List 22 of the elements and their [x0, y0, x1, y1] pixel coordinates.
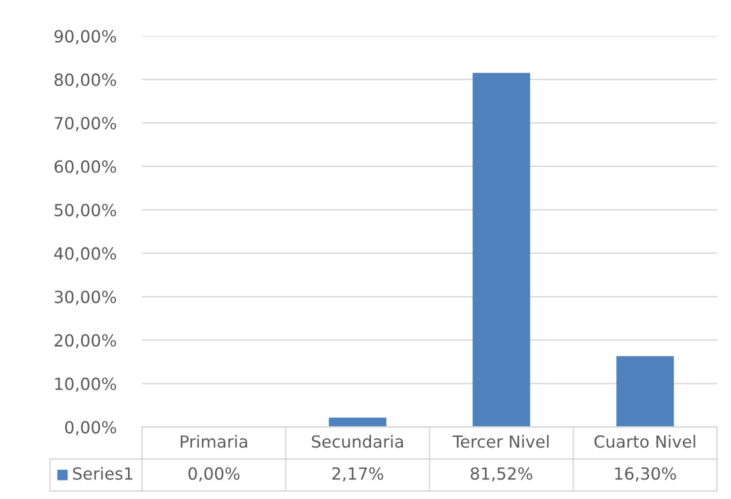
- y-tick-label: 30,00%: [54, 290, 116, 305]
- data-label: 2,17%: [332, 467, 384, 482]
- data-label: 16,30%: [615, 467, 676, 482]
- y-tick-label: 0,00%: [65, 420, 116, 436]
- legend-label: Series1: [73, 466, 132, 480]
- x-tick-label: Tercer Nivel: [452, 434, 549, 448]
- x-tick-label: Cuarto Nivel: [594, 434, 696, 448]
- y-tick-label: 20,00%: [54, 334, 116, 348]
- y-tick-label: 10,00%: [55, 378, 116, 392]
- bar: [328, 418, 386, 427]
- bar: [472, 72, 530, 427]
- data-label: 81,52%: [470, 467, 532, 482]
- y-tick-label: 60,00%: [54, 160, 116, 175]
- x-tick-label: Secundaria: [312, 434, 403, 448]
- data-label: 0,00%: [188, 467, 240, 482]
- y-tick-label: 50,00%: [54, 204, 116, 218]
- y-tick-label: 90,00%: [54, 30, 116, 44]
- x-tick-label: Primaria: [180, 434, 248, 448]
- y-tick-label: 40,00%: [54, 247, 116, 262]
- y-tick-label: 80,00%: [54, 73, 116, 88]
- y-tick-label: 70,00%: [54, 116, 116, 132]
- bar: [616, 356, 674, 427]
